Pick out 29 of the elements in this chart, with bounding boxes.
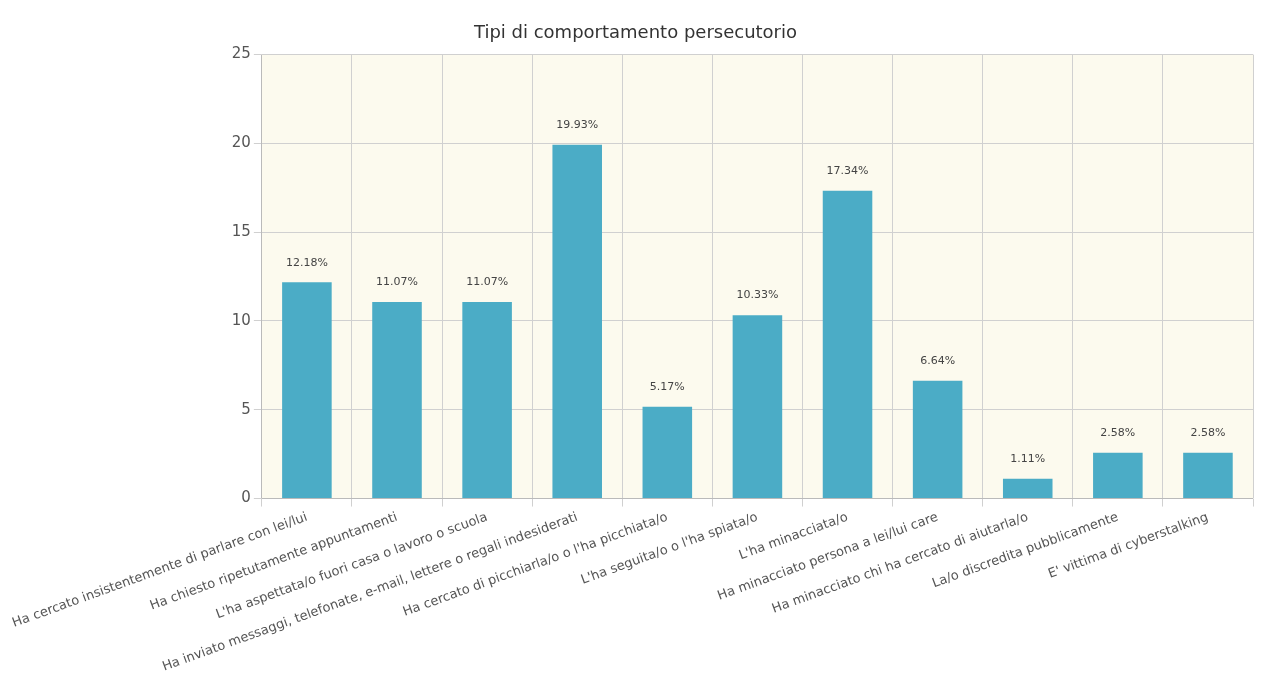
bar xyxy=(732,315,783,499)
data-label: 17.34% xyxy=(826,163,869,177)
bar xyxy=(462,301,512,499)
data-label: 6.64% xyxy=(920,354,956,368)
bar xyxy=(912,380,963,499)
y-tick-label: 15 xyxy=(231,222,251,241)
bar xyxy=(642,406,693,499)
data-label: 2.58% xyxy=(1190,426,1226,440)
data-label: 1.11% xyxy=(1010,452,1046,466)
y-tick-label: 0 xyxy=(241,488,251,507)
y-tick-label: 10 xyxy=(231,310,251,329)
bar xyxy=(1183,452,1233,499)
bar xyxy=(1093,452,1143,499)
y-tick-label: 5 xyxy=(241,399,251,418)
data-label: 12.18% xyxy=(285,255,328,269)
bar xyxy=(822,190,873,499)
bar xyxy=(552,144,602,499)
y-tick-label: 25 xyxy=(231,44,251,63)
data-label: 11.07% xyxy=(466,275,509,289)
bar xyxy=(282,282,332,499)
data-label: 5.17% xyxy=(649,380,685,394)
data-label: 19.93% xyxy=(556,118,599,131)
y-tick-label: 20 xyxy=(231,133,251,152)
bar xyxy=(1002,478,1053,499)
data-label: 10.33% xyxy=(736,288,779,302)
data-label: 2.58% xyxy=(1100,426,1136,440)
data-label: 11.07% xyxy=(376,275,418,289)
bar xyxy=(372,301,422,499)
chart-title: Tipi di comportamento persecutorio xyxy=(472,21,798,43)
